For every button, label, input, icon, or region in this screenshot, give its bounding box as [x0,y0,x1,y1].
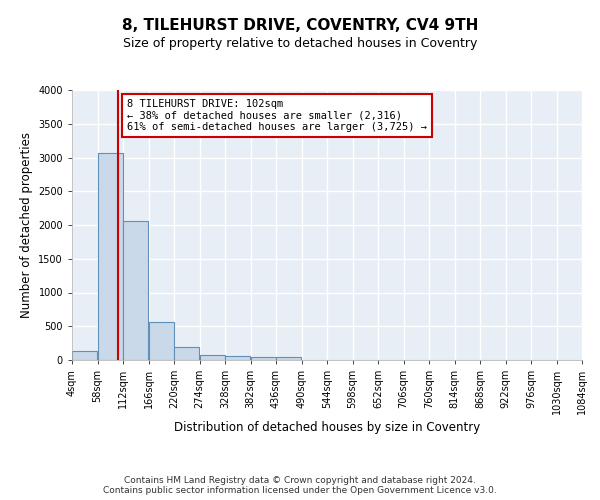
Text: 8, TILEHURST DRIVE, COVENTRY, CV4 9TH: 8, TILEHURST DRIVE, COVENTRY, CV4 9TH [122,18,478,32]
Bar [174,346,199,360]
Bar [200,354,225,360]
Text: 8 TILEHURST DRIVE: 102sqm
← 38% of detached houses are smaller (2,316)
61% of se: 8 TILEHURST DRIVE: 102sqm ← 38% of detac… [127,99,427,132]
Bar [123,221,148,360]
Text: Size of property relative to detached houses in Coventry: Size of property relative to detached ho… [123,38,477,51]
Bar [276,358,301,360]
Bar [251,358,276,360]
Bar [72,350,97,360]
Y-axis label: Number of detached properties: Number of detached properties [20,132,32,318]
Bar [98,154,123,360]
Bar [225,356,250,360]
Text: Contains HM Land Registry data © Crown copyright and database right 2024.
Contai: Contains HM Land Registry data © Crown c… [103,476,497,495]
Bar [149,322,174,360]
X-axis label: Distribution of detached houses by size in Coventry: Distribution of detached houses by size … [174,421,480,434]
